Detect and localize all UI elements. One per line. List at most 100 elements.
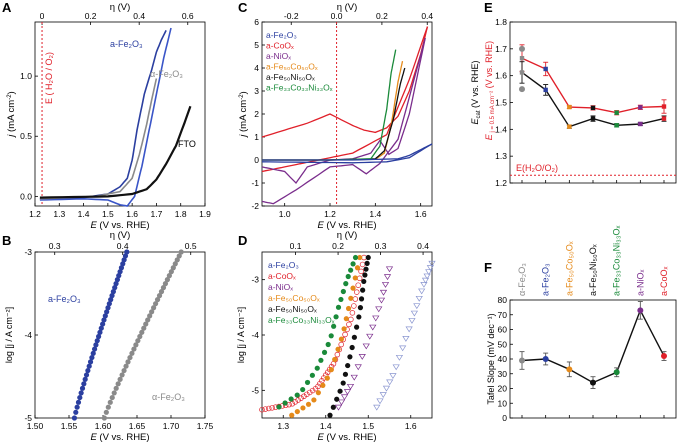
x-axis-tick-label: 1.5 [362,421,374,431]
data-point [338,341,344,348]
data-point [315,383,321,390]
data-point [410,310,419,317]
panel-d: D 1.3 1.4 1.5 1.6 -5 -4 -3 0.1 0.2 0.3 0.4 η (V) E (V… [236,230,436,443]
category-label: a-Fe₂O₃ [541,263,551,296]
data-point [334,396,340,402]
data-point [288,396,294,402]
data-point [178,249,184,255]
x-axis-tick-label: 1.60 [95,421,112,431]
data-point [135,338,141,344]
data-point [105,404,111,410]
data-point [354,289,360,295]
data-point [289,401,296,407]
data-point [309,387,316,394]
data-point [149,309,155,315]
data-point [156,293,163,299]
data-point [143,321,149,327]
data-point [661,116,667,121]
data-point [324,375,330,381]
data-point [104,309,110,315]
y-axis-label: j (mA cm-2) [6,91,17,138]
data-point [342,331,348,338]
data-point [111,390,117,396]
data-point [320,382,326,388]
category-label: a-Fe₅₀Ni₅₀Oₓ [588,244,598,296]
legend-entry: a-Fe₅₀Ni₅₀Oₓ [268,304,317,314]
data-point [103,409,109,415]
data-point [364,260,370,266]
data-point [164,277,171,283]
data-point [137,333,143,340]
series-line [39,27,172,207]
series-line [261,26,429,173]
data-point [425,269,433,276]
data-point [354,324,360,330]
panel-letter: C [238,0,248,15]
y-axis-tick-label: 30 [498,369,508,379]
data-point [590,105,596,111]
data-point [356,314,362,320]
plot-frame [509,21,677,184]
panel-letter: F [484,260,492,275]
data-point [120,261,126,267]
top-axis-tick-label: 0.4 [417,241,429,251]
top-axis-tick-label: 0.4 [117,241,129,251]
series-label: a-Fe₂O₃ [48,294,81,304]
data-point [131,346,137,352]
y-axis-tick-label: 60 [498,325,508,335]
x-axis-tick-label: 1.3 [277,421,289,431]
data-point [415,295,423,302]
top-axis-tick-label: 0.4 [421,11,433,21]
y-axis-tick-label: 1.7 [495,44,507,54]
data-point [306,389,313,396]
data-point [358,296,365,302]
y-axis-tick-label: 0.5 [20,131,32,141]
equilibrium-label: E ( H₂O / O₂) [44,52,54,104]
data-point [421,277,430,284]
data-point [266,405,272,412]
data-point [335,304,342,310]
data-point [141,325,147,331]
series-label: FTO [178,139,196,149]
data-point [365,254,371,261]
data-point [314,365,320,371]
data-point [276,404,282,410]
panel-e: E 1.2 1.3 1.4 1.5 1.6 1.7 1.8 E(H₂O/O₂) Ecat (V v… [470,0,677,188]
data-point [121,367,127,374]
data-point [342,371,349,377]
top-axis-label: η (V) [337,230,358,241]
data-point [637,307,644,314]
data-point [340,288,346,295]
data-point [519,357,525,364]
data-point [377,297,386,304]
data-point [98,325,104,331]
equilibrium-label: E(H₂O/O₂) [516,163,558,173]
data-point [343,389,352,395]
data-point [590,379,596,386]
data-point [420,281,428,288]
y-axis-tick-label: 1 [254,132,259,142]
data-point [346,383,355,390]
data-point [158,289,165,295]
y-axis-tick-label: 1.2 [495,178,507,188]
y-axis-tick-label: 6 [254,17,259,27]
data-point [352,296,359,302]
data-point [349,310,356,316]
data-point [304,391,310,398]
data-point [357,254,363,261]
data-point [124,249,130,255]
data-point [389,373,397,379]
data-point [121,257,127,263]
data-point [337,388,343,394]
y-axis-tick-label: 1.0 [20,71,32,81]
data-point [379,289,388,296]
data-point [86,363,92,369]
data-point [356,275,363,282]
data-point [107,399,113,405]
data-point [147,313,153,319]
data-point [354,265,361,271]
data-point [519,45,525,52]
series-line [39,30,167,200]
y-axis-tick-label: 40 [498,354,508,364]
data-point [348,295,354,301]
